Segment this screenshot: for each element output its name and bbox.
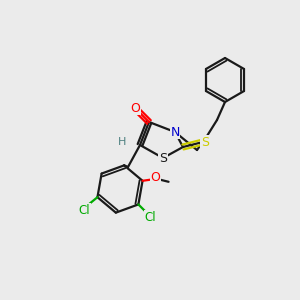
Text: S: S: [201, 136, 209, 148]
Text: N: N: [170, 125, 180, 139]
Text: O: O: [130, 101, 140, 115]
Text: S: S: [159, 152, 167, 164]
Text: Cl: Cl: [145, 211, 156, 224]
Text: H: H: [118, 137, 126, 147]
Text: Cl: Cl: [79, 204, 90, 217]
Text: O: O: [151, 171, 160, 184]
